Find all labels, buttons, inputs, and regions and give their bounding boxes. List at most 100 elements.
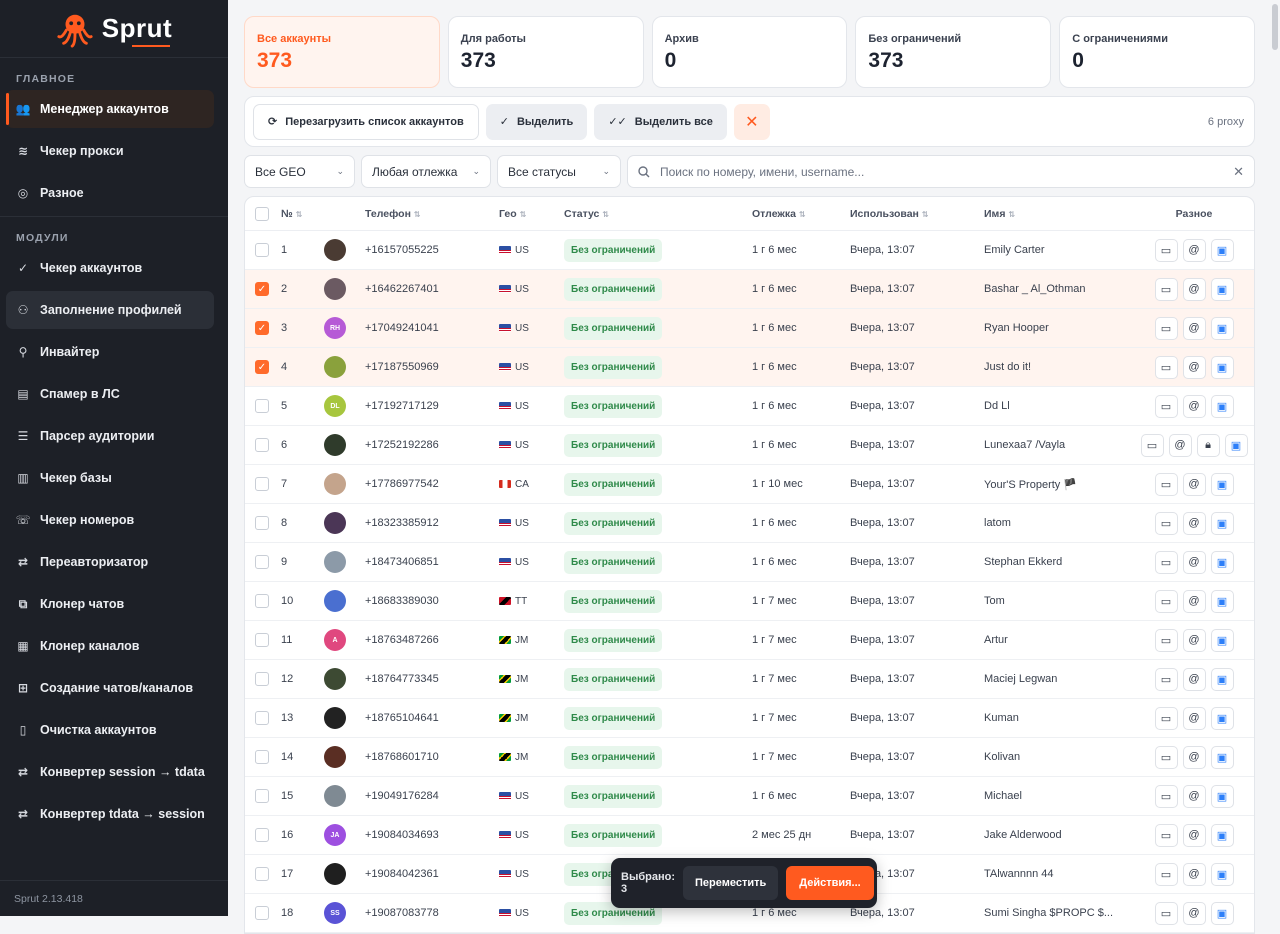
folder-icon[interactable]: ▭ bbox=[1154, 511, 1178, 535]
monitor-icon[interactable]: ▣ bbox=[1210, 628, 1234, 652]
row-checkbox[interactable] bbox=[255, 672, 269, 686]
folder-icon[interactable]: ▭ bbox=[1154, 628, 1178, 652]
username-icon[interactable]: @ bbox=[1182, 706, 1206, 730]
username-icon[interactable]: @ bbox=[1182, 238, 1206, 262]
folder-icon[interactable]: ▭ bbox=[1154, 355, 1178, 379]
folder-icon[interactable]: ▭ bbox=[1154, 238, 1178, 262]
row-checkbox[interactable] bbox=[255, 711, 269, 725]
status-filter-select[interactable]: Все статусы ⌄ bbox=[497, 155, 621, 188]
folder-icon[interactable]: ▭ bbox=[1154, 745, 1178, 769]
sidebar-item[interactable]: ⇄ Конвертер session → tdata bbox=[6, 753, 214, 791]
sidebar-item[interactable]: ⧉ Клонер чатов bbox=[6, 585, 214, 623]
monitor-icon[interactable]: ▣ bbox=[1210, 511, 1234, 535]
table-row[interactable]: 14 +18768601710 JM Без ограничений 1 г 7 мес… bbox=[245, 738, 1254, 777]
row-checkbox[interactable] bbox=[255, 906, 269, 920]
row-checkbox[interactable] bbox=[255, 867, 269, 881]
table-row[interactable]: 12 +18764773345 JM Без ограничений 1 г 7 мес… bbox=[245, 660, 1254, 699]
lock-icon[interactable]: 🔒︎ bbox=[1196, 433, 1220, 457]
row-checkbox[interactable] bbox=[255, 750, 269, 764]
username-icon[interactable]: @ bbox=[1182, 901, 1206, 925]
table-row[interactable]: ✓ 2 +16462267401 US Без ограничений 1 г 6 мес… bbox=[245, 270, 1254, 309]
scrollbar[interactable] bbox=[1272, 4, 1278, 50]
row-checkbox[interactable] bbox=[255, 477, 269, 491]
folder-icon[interactable]: ▭ bbox=[1140, 433, 1164, 457]
sidebar-item[interactable]: ⚲ Инвайтер bbox=[6, 333, 214, 371]
table-row[interactable]: 1 +16157055225 US Без ограничений 1 г 6 мес В… bbox=[245, 231, 1254, 270]
sidebar-item[interactable]: ⇄ Конвертер tdata → session bbox=[6, 795, 214, 833]
username-icon[interactable]: @ bbox=[1182, 316, 1206, 340]
username-icon[interactable]: @ bbox=[1182, 277, 1206, 301]
sidebar-item[interactable]: 👥 Менеджер аккаунтов bbox=[6, 90, 214, 128]
stat-card[interactable]: Архив 0 bbox=[651, 16, 848, 88]
select-all-checkbox[interactable] bbox=[255, 206, 269, 221]
folder-icon[interactable]: ▭ bbox=[1154, 589, 1178, 613]
monitor-icon[interactable]: ▣ bbox=[1210, 316, 1234, 340]
username-icon[interactable]: @ bbox=[1182, 355, 1206, 379]
table-row[interactable]: 11 A +18763487266 JM Без ограничений 1 г 7 ме… bbox=[245, 621, 1254, 660]
row-checkbox[interactable] bbox=[255, 789, 269, 803]
sidebar-item[interactable]: ▥ Чекер базы bbox=[6, 459, 214, 497]
header-status[interactable]: Статус ⇅ bbox=[564, 207, 610, 220]
table-row[interactable]: 10 +18683389030 TT Без ограничений 1 г 7 мес… bbox=[245, 582, 1254, 621]
sidebar-item[interactable]: ⚇ Заполнение профилей bbox=[6, 291, 214, 329]
monitor-icon[interactable]: ▣ bbox=[1210, 901, 1234, 925]
folder-icon[interactable]: ▭ bbox=[1154, 706, 1178, 730]
row-checkbox[interactable] bbox=[255, 399, 269, 413]
monitor-icon[interactable]: ▣ bbox=[1210, 238, 1234, 262]
select-button[interactable]: ✓ Выделить bbox=[485, 103, 588, 140]
stat-card[interactable]: Без ограничений 373 bbox=[855, 16, 1052, 88]
table-row[interactable]: 6 +17252192286 US Без ограничений 1 г 6 мес В… bbox=[245, 426, 1254, 465]
sidebar-item[interactable]: ⊞ Создание чатов/каналов bbox=[6, 669, 214, 707]
sidebar-item[interactable]: ▯ Очистка аккаунтов bbox=[6, 711, 214, 749]
row-checkbox[interactable] bbox=[255, 516, 269, 530]
table-row[interactable]: 5 DL +17192717129 US Без ограничений 1 г 6 ме… bbox=[245, 387, 1254, 426]
monitor-icon[interactable]: ▣ bbox=[1210, 706, 1234, 730]
clear-search-icon[interactable]: ✕ bbox=[1233, 163, 1244, 179]
age-filter-select[interactable]: Любая отлежка ⌄ bbox=[361, 155, 491, 188]
header-name[interactable]: Имя ⇅ bbox=[984, 207, 1016, 220]
sidebar-item[interactable]: ☏ Чекер номеров bbox=[6, 501, 214, 539]
folder-icon[interactable]: ▭ bbox=[1154, 784, 1178, 808]
sidebar-item[interactable]: ▦ Клонер каналов bbox=[6, 627, 214, 665]
row-checkbox[interactable] bbox=[255, 594, 269, 608]
table-row[interactable]: ✓ 3 RH +17049241041 US Без ограничений 1 г 6 м… bbox=[245, 309, 1254, 348]
table-row[interactable]: 7 +17786977542 CA Без ограничений 1 г 10 мес… bbox=[245, 465, 1254, 504]
row-checkbox[interactable]: ✓ bbox=[255, 321, 269, 335]
folder-icon[interactable]: ▭ bbox=[1154, 394, 1178, 418]
username-icon[interactable]: @ bbox=[1182, 823, 1206, 847]
folder-icon[interactable]: ▭ bbox=[1154, 472, 1178, 496]
row-checkbox[interactable] bbox=[255, 828, 269, 842]
header-num[interactable]: № ⇅ bbox=[281, 207, 303, 220]
monitor-icon[interactable]: ▣ bbox=[1210, 784, 1234, 808]
monitor-icon[interactable]: ▣ bbox=[1210, 589, 1234, 613]
sidebar-item[interactable]: ◎ Разное bbox=[6, 174, 214, 212]
folder-icon[interactable]: ▭ bbox=[1154, 316, 1178, 340]
username-icon[interactable]: @ bbox=[1182, 784, 1206, 808]
stat-card[interactable]: Все аккаунты 373 bbox=[244, 16, 440, 88]
header-age[interactable]: Отлежка ⇅ bbox=[752, 207, 806, 220]
clear-selection-button[interactable]: ✕ bbox=[733, 103, 770, 140]
monitor-icon[interactable]: ▣ bbox=[1210, 277, 1234, 301]
username-icon[interactable]: @ bbox=[1182, 550, 1206, 574]
username-icon[interactable]: @ bbox=[1182, 511, 1206, 535]
username-icon[interactable]: @ bbox=[1182, 394, 1206, 418]
row-checkbox[interactable]: ✓ bbox=[255, 360, 269, 374]
username-icon[interactable]: @ bbox=[1168, 433, 1192, 457]
row-checkbox[interactable] bbox=[255, 243, 269, 257]
monitor-icon[interactable]: ▣ bbox=[1210, 472, 1234, 496]
table-row[interactable]: 9 +18473406851 US Без ограничений 1 г 6 мес В… bbox=[245, 543, 1254, 582]
folder-icon[interactable]: ▭ bbox=[1154, 901, 1178, 925]
row-checkbox[interactable] bbox=[255, 633, 269, 647]
folder-icon[interactable]: ▭ bbox=[1154, 550, 1178, 574]
row-checkbox[interactable] bbox=[255, 555, 269, 569]
table-row[interactable]: 13 +18765104641 JM Без ограничений 1 г 7 мес… bbox=[245, 699, 1254, 738]
geo-filter-select[interactable]: Все GEO ⌄ bbox=[244, 155, 355, 188]
sidebar-item[interactable]: ☰ Парсер аудитории bbox=[6, 417, 214, 455]
select-all-button[interactable]: ✓✓ Выделить все bbox=[594, 103, 727, 140]
stat-card[interactable]: С ограничениями 0 bbox=[1059, 16, 1255, 88]
username-icon[interactable]: @ bbox=[1182, 628, 1206, 652]
monitor-icon[interactable]: ▣ bbox=[1210, 550, 1234, 574]
table-row[interactable]: ✓ 4 +17187550969 US Без ограничений 1 г 6 мес… bbox=[245, 348, 1254, 387]
header-phone[interactable]: Телефон ⇅ bbox=[365, 207, 421, 220]
table-row[interactable]: 8 +18323385912 US Без ограничений 1 г 6 мес В… bbox=[245, 504, 1254, 543]
